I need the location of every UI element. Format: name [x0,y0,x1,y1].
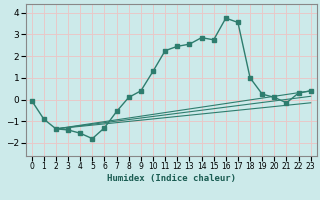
X-axis label: Humidex (Indice chaleur): Humidex (Indice chaleur) [107,174,236,183]
